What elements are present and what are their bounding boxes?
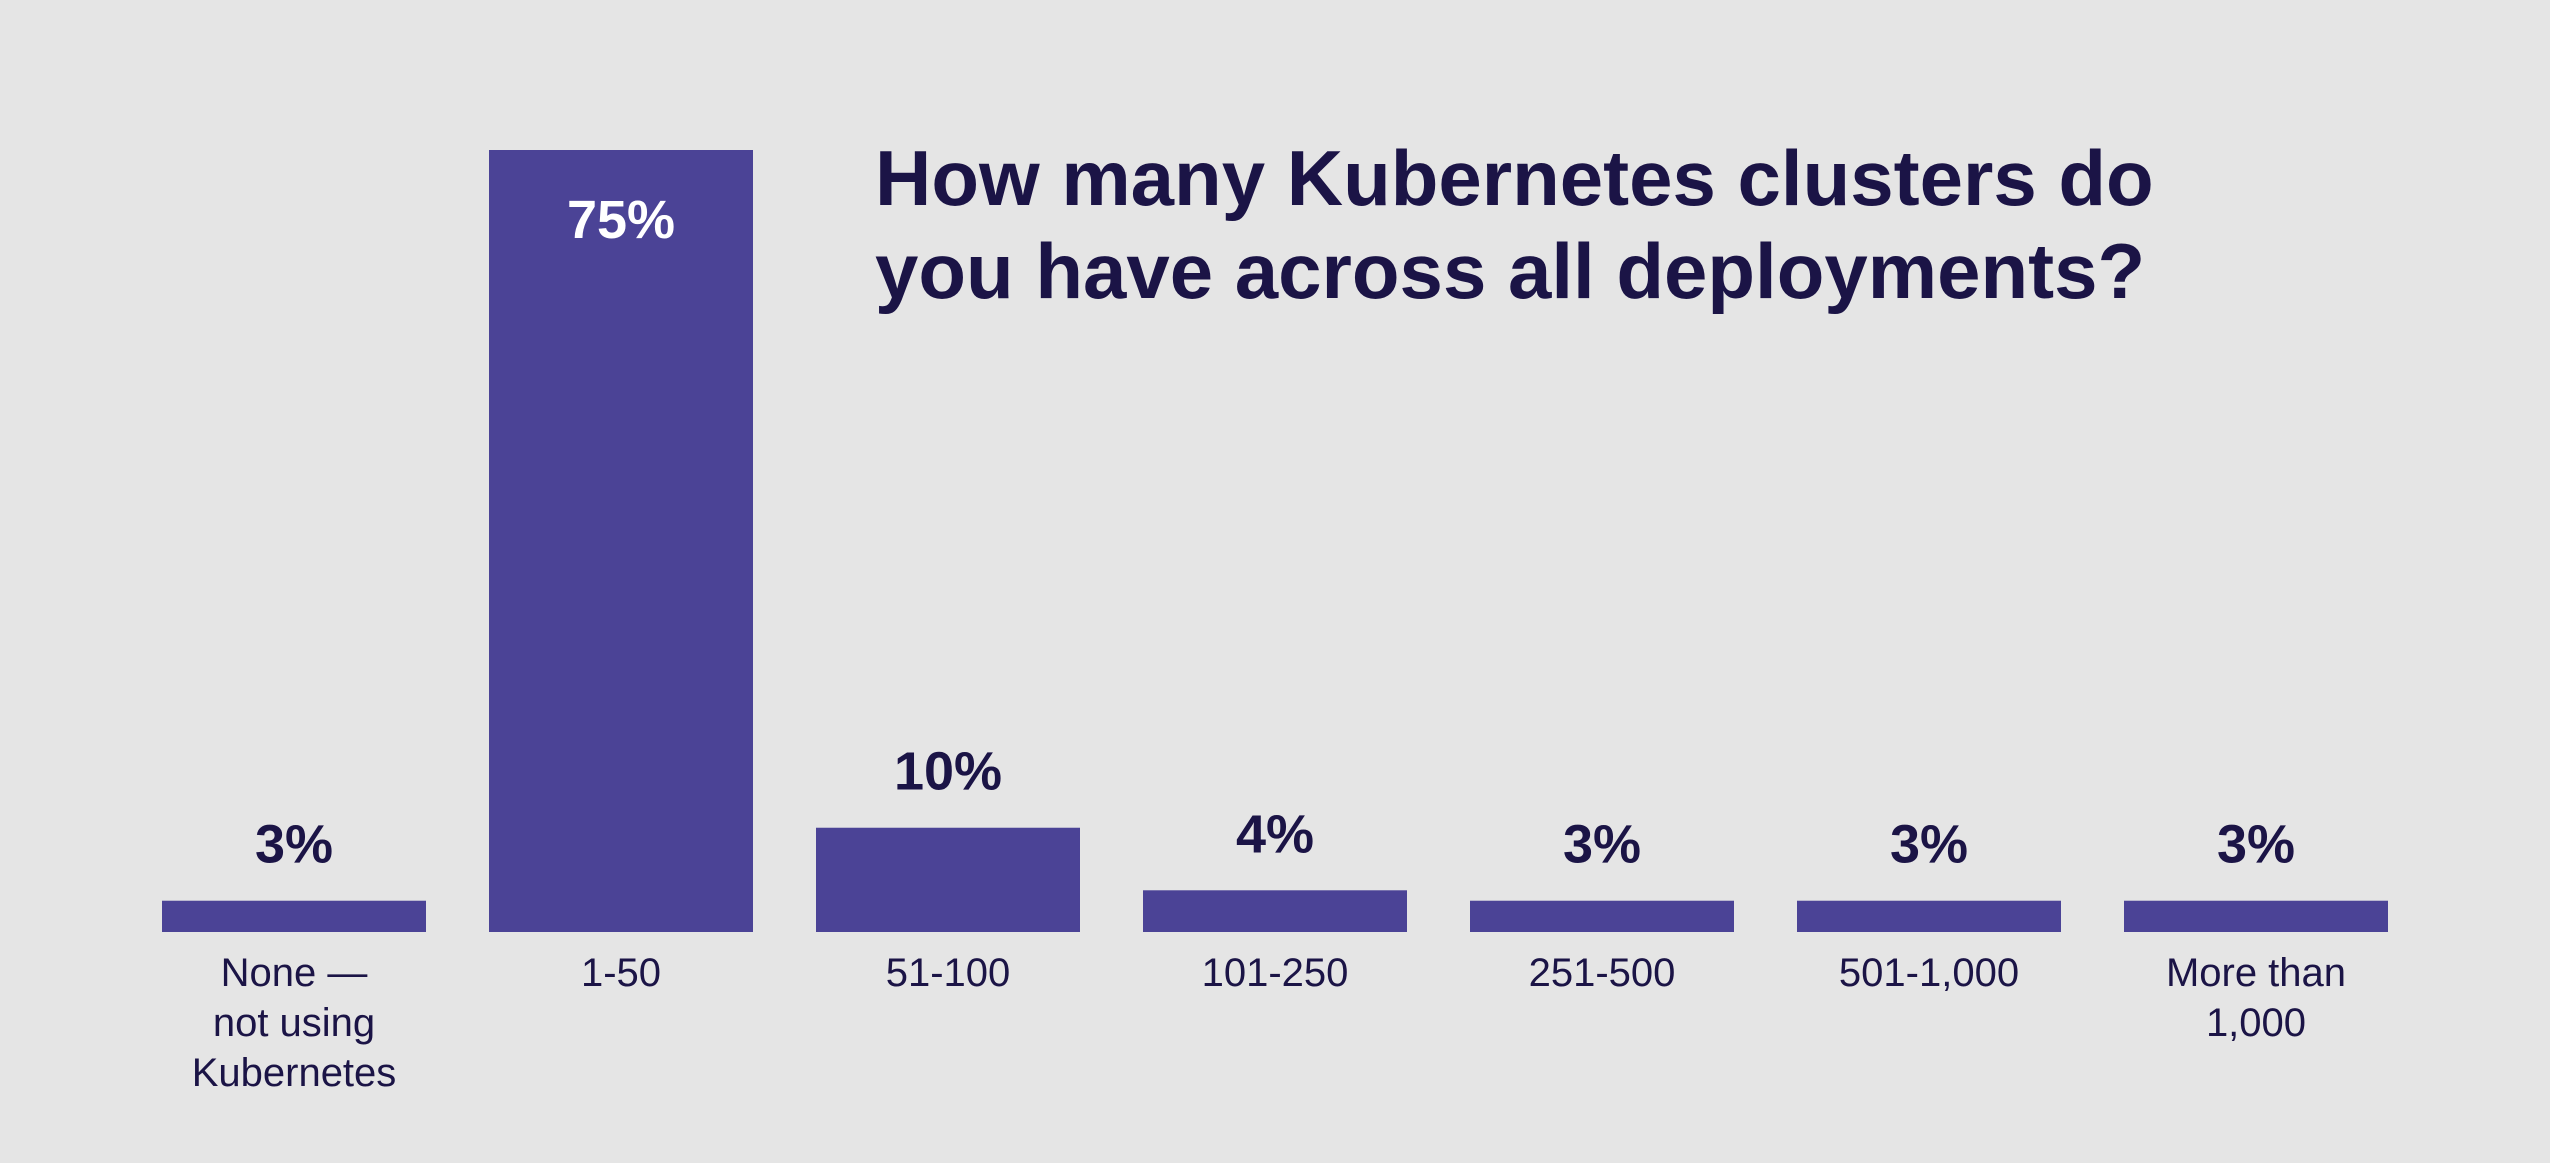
- category-label-1-line-0: 1-50: [581, 951, 661, 995]
- value-label-3: 4%: [1236, 804, 1314, 864]
- category-label-2: 51-100: [886, 951, 1011, 995]
- value-label-2: 10%: [894, 742, 1002, 802]
- value-label-4: 3%: [1563, 815, 1641, 875]
- category-label-5: 501-1,000: [1839, 951, 2019, 995]
- value-label-5: 3%: [1890, 815, 1968, 875]
- category-label-1: 1-50: [581, 951, 661, 995]
- category-label-3: 101-250: [1202, 951, 1349, 995]
- category-label-0: None — not using Kubernetes: [192, 951, 397, 1095]
- bar-3: [1143, 890, 1407, 932]
- bar-5: [1797, 900, 2061, 932]
- bar-0: [162, 900, 426, 932]
- value-label-1: 75%: [567, 190, 675, 250]
- chart-title-line-1: How many Kubernetes clusters do: [875, 134, 2154, 222]
- bar-1: [489, 150, 753, 932]
- category-label-4-line-0: 251-500: [1529, 951, 1676, 995]
- value-label-0: 3%: [255, 815, 333, 875]
- category-label-0-line-1: not using: [213, 1001, 375, 1045]
- category-label-0-line-2: Kubernetes: [192, 1051, 397, 1095]
- bar-6: [2124, 900, 2388, 932]
- category-label-4: 251-500: [1529, 951, 1676, 995]
- chart-title-line-2: you have across all deployments?: [875, 227, 2145, 315]
- category-label-6-line-1: 1,000: [2206, 1001, 2306, 1045]
- category-label-5-line-0: 501-1,000: [1839, 951, 2019, 995]
- value-label-group: 3% 75% 10% 4% 3% 3% 3%: [255, 190, 2295, 875]
- category-label-6-line-0: More than: [2166, 951, 2346, 995]
- category-label-2-line-0: 51-100: [886, 951, 1011, 995]
- category-label-0-line-0: None —: [221, 951, 368, 995]
- bar-group: [162, 150, 2388, 932]
- category-label-group: None — not using Kubernetes 1-50 51-100 101-2…: [192, 951, 2346, 1095]
- category-label-3-line-0: 101-250: [1202, 951, 1349, 995]
- bar-2: [816, 827, 1080, 932]
- chart-title: How many Kubernetes clusters do you have…: [875, 134, 2175, 315]
- category-label-6: More than 1,000: [2166, 951, 2346, 1045]
- bar-4: [1470, 900, 1734, 932]
- value-label-6: 3%: [2217, 815, 2295, 875]
